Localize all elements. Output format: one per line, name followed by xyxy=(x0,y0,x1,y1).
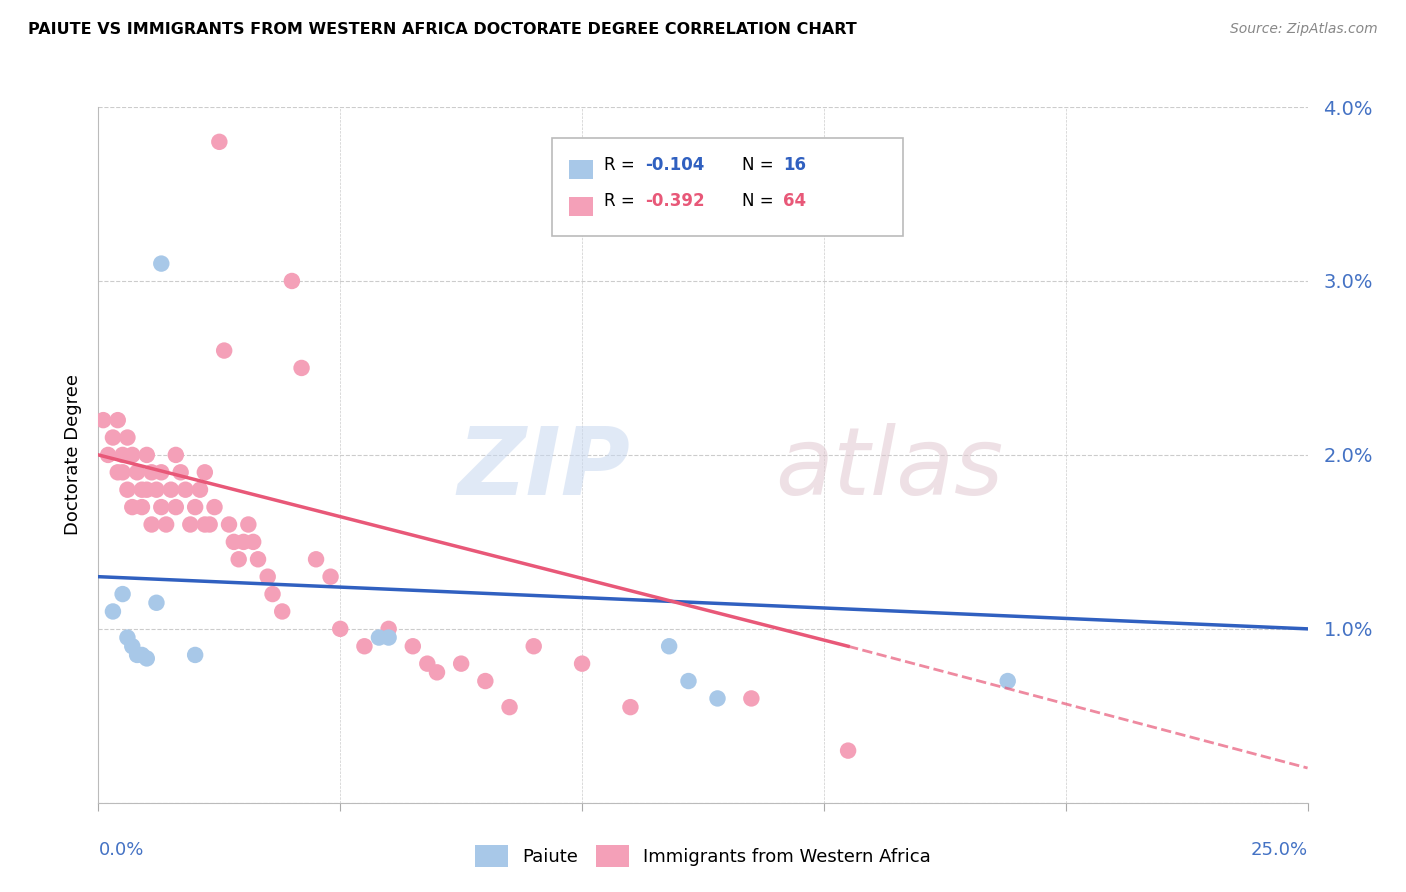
Point xyxy=(474,674,496,689)
Point xyxy=(256,570,278,584)
Point xyxy=(111,466,134,480)
Text: -0.392: -0.392 xyxy=(645,192,704,210)
Point xyxy=(184,648,207,662)
Text: -0.104: -0.104 xyxy=(645,156,704,174)
Point xyxy=(450,657,472,671)
Point xyxy=(368,631,391,645)
Point xyxy=(121,448,143,462)
Point xyxy=(121,639,143,653)
Point xyxy=(135,483,157,497)
Point xyxy=(198,517,221,532)
FancyBboxPatch shape xyxy=(569,196,593,216)
Point xyxy=(208,135,231,149)
Point xyxy=(131,500,153,514)
Point xyxy=(353,639,375,653)
Point xyxy=(194,517,217,532)
Point xyxy=(141,517,163,532)
Point xyxy=(329,622,352,636)
Point xyxy=(402,639,425,653)
Point xyxy=(290,360,312,375)
Point xyxy=(218,517,240,532)
Point xyxy=(165,448,187,462)
Point xyxy=(242,535,264,549)
FancyBboxPatch shape xyxy=(551,138,903,235)
Text: 25.0%: 25.0% xyxy=(1250,841,1308,859)
Point xyxy=(238,517,260,532)
Point xyxy=(997,674,1019,689)
Point xyxy=(740,691,762,706)
Point xyxy=(101,605,124,619)
Point xyxy=(121,500,143,514)
Point xyxy=(107,466,129,480)
Point xyxy=(426,665,449,680)
Legend: Paiute, Immigrants from Western Africa: Paiute, Immigrants from Western Africa xyxy=(468,838,938,874)
Point xyxy=(247,552,270,566)
Point xyxy=(184,500,207,514)
Point xyxy=(145,483,167,497)
Point xyxy=(174,483,197,497)
Point xyxy=(523,639,546,653)
Point xyxy=(619,700,641,714)
Point xyxy=(498,700,520,714)
Point xyxy=(169,466,191,480)
Point xyxy=(319,570,342,584)
Text: 64: 64 xyxy=(783,192,806,210)
Point xyxy=(188,483,211,497)
Point xyxy=(131,648,153,662)
Point xyxy=(222,535,245,549)
Text: 0.0%: 0.0% xyxy=(98,841,143,859)
Point xyxy=(135,448,157,462)
Text: R =: R = xyxy=(603,192,640,210)
Point xyxy=(150,466,173,480)
Point xyxy=(212,343,235,358)
Point xyxy=(165,500,187,514)
Point xyxy=(150,500,173,514)
Point xyxy=(204,500,226,514)
Point xyxy=(179,517,201,532)
Point xyxy=(111,587,134,601)
Point xyxy=(305,552,328,566)
Point xyxy=(232,535,254,549)
Y-axis label: Doctorate Degree: Doctorate Degree xyxy=(63,375,82,535)
Text: N =: N = xyxy=(742,192,779,210)
Point xyxy=(160,483,183,497)
Point xyxy=(377,622,399,636)
Point xyxy=(117,483,139,497)
FancyBboxPatch shape xyxy=(569,161,593,179)
Point xyxy=(571,657,593,671)
Point xyxy=(127,466,149,480)
Point xyxy=(141,466,163,480)
Point xyxy=(145,596,167,610)
Text: Source: ZipAtlas.com: Source: ZipAtlas.com xyxy=(1230,22,1378,37)
Point xyxy=(111,448,134,462)
Text: N =: N = xyxy=(742,156,779,174)
Point xyxy=(101,431,124,445)
Text: atlas: atlas xyxy=(776,424,1004,515)
Point xyxy=(107,413,129,427)
Point xyxy=(135,651,157,665)
Point xyxy=(658,639,681,653)
Point xyxy=(97,448,120,462)
Point xyxy=(706,691,728,706)
Point xyxy=(678,674,700,689)
Point xyxy=(228,552,250,566)
Text: 16: 16 xyxy=(783,156,806,174)
Point xyxy=(377,631,399,645)
Point xyxy=(131,483,153,497)
Point xyxy=(127,648,149,662)
Point xyxy=(271,605,294,619)
Point xyxy=(117,431,139,445)
Point xyxy=(281,274,304,288)
Text: ZIP: ZIP xyxy=(457,423,630,515)
Point xyxy=(194,466,217,480)
Point xyxy=(262,587,284,601)
Point xyxy=(117,631,139,645)
Point xyxy=(837,744,859,758)
Text: PAIUTE VS IMMIGRANTS FROM WESTERN AFRICA DOCTORATE DEGREE CORRELATION CHART: PAIUTE VS IMMIGRANTS FROM WESTERN AFRICA… xyxy=(28,22,856,37)
Point xyxy=(416,657,439,671)
Point xyxy=(91,413,114,427)
Point xyxy=(150,257,173,271)
Point xyxy=(155,517,177,532)
Text: R =: R = xyxy=(603,156,640,174)
